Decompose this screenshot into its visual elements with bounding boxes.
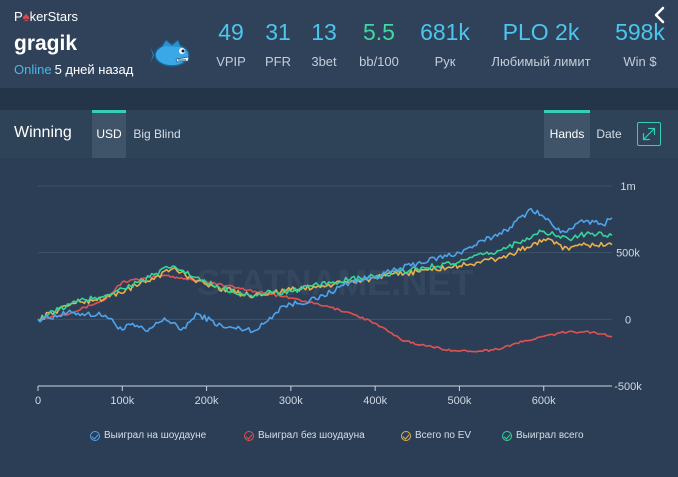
legend-item-nonshowdown[interactable]: Выиграл без шоудауна	[244, 430, 365, 441]
axis-date-tab[interactable]: Date	[596, 127, 622, 141]
y-tick-label: 500k	[616, 248, 640, 260]
stat-favorite-limit: PLO 2k Любимый лимит	[480, 18, 602, 69]
stat-bb100: 5.5 bb/100	[352, 18, 406, 69]
pokerstars-logo: P♠kerStars	[14, 9, 78, 24]
legend-item-total[interactable]: Выиграл всего	[502, 430, 584, 441]
stat-label: VPIP	[216, 54, 246, 69]
chart-toolbar: Winning USD Big Blind Hands Date	[0, 110, 678, 158]
x-tick-label: 500k	[448, 395, 472, 407]
currency-bigblind-tab[interactable]: Big Blind	[133, 127, 181, 141]
stat-vpip: 49 VPIP	[213, 18, 249, 69]
winnings-chart: STATNAME.NET 1m 500k 0 -500k 0 100k 200k 300k 40…	[0, 158, 678, 477]
stat-hands: 681k Рук	[416, 18, 474, 69]
fish-icon	[150, 39, 190, 67]
stat-label: Любимый лимит	[491, 54, 591, 69]
brand-mark: ♠	[22, 9, 30, 24]
stat-value: 13	[311, 19, 337, 45]
chevron-left-icon[interactable]	[652, 6, 668, 24]
chart-legend: Выиграл на шоудауне Выиграл без шоудауна…	[0, 430, 678, 446]
series-line-total	[37, 229, 613, 322]
legend-item-showdown[interactable]: Выиграл на шоудауне	[90, 430, 206, 441]
check-circle-icon	[401, 430, 411, 441]
stat-3bet: 13 3bet	[307, 18, 341, 69]
y-tick-label: 0	[625, 314, 631, 326]
stat-pfr: 31 PFR	[261, 18, 295, 69]
x-tick-label: 200k	[195, 395, 219, 407]
check-circle-icon	[244, 430, 254, 441]
stat-value: 598k	[615, 19, 665, 45]
chart-title: Winning	[14, 124, 72, 141]
x-tick-label: 400k	[363, 395, 387, 407]
legend-label: Всего по EV	[415, 430, 472, 441]
stat-label: 3bet	[311, 54, 337, 69]
stat-value: 681k	[420, 19, 470, 45]
x-tick-label: 300k	[279, 395, 303, 407]
expand-icon[interactable]	[637, 122, 661, 146]
stat-value: 5.5	[363, 19, 395, 45]
stat-value: 31	[265, 19, 291, 45]
brand-prefix: P	[14, 9, 23, 24]
check-circle-icon	[502, 430, 512, 441]
y-tick-label: -500k	[614, 381, 642, 393]
x-tick-label: 600k	[532, 395, 556, 407]
stat-label: bb/100	[359, 54, 399, 69]
check-circle-icon	[90, 430, 100, 441]
legend-label: Выиграл всего	[516, 430, 584, 441]
y-tick-label: 1m	[620, 181, 635, 193]
legend-label: Выиграл на шоудауне	[104, 430, 207, 441]
player-name: gragik	[14, 32, 78, 55]
online-status: Online 5 дней назад	[14, 62, 133, 77]
brand-suffix: kerStars	[29, 9, 78, 24]
last-seen: 5 дней назад	[54, 62, 134, 77]
stat-label: Win $	[623, 54, 657, 69]
stat-label: Рук	[434, 54, 456, 69]
x-tick-label: 100k	[110, 395, 134, 407]
stat-value: PLO 2k	[502, 19, 580, 45]
section-divider	[0, 88, 678, 110]
axis-hands-tab[interactable]: Hands	[544, 110, 590, 158]
x-tick-label: 0	[35, 395, 41, 407]
stat-label: PFR	[265, 54, 291, 69]
legend-label: Выиграл без шоудауна	[258, 430, 365, 441]
legend-item-ev[interactable]: Всего по EV	[401, 430, 471, 441]
status-online: Online	[14, 62, 52, 77]
stat-value: 49	[218, 19, 244, 45]
series-line-showdown	[37, 207, 613, 334]
series-line-nonshowdown	[37, 274, 613, 353]
currency-usd-tab[interactable]: USD	[92, 110, 126, 158]
player-header: P♠kerStars gragik Online 5 дней назад 49 …	[0, 0, 678, 88]
stat-win: 598k Win $	[610, 18, 670, 69]
